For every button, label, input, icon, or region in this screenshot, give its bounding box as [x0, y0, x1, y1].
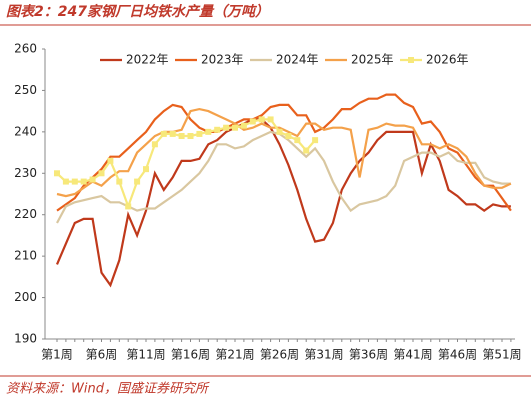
- x-tick-label: 第16周: [171, 348, 210, 362]
- y-tick-label: 250: [14, 83, 37, 97]
- series-line: [56, 93, 512, 212]
- y-tick-label: 260: [14, 42, 37, 56]
- y-tick-label: 190: [14, 332, 37, 346]
- y-tick-label: 220: [14, 207, 37, 221]
- point-marker: [240, 122, 247, 129]
- point-marker: [267, 116, 274, 123]
- point-marker: [223, 124, 230, 131]
- point-marker: [125, 203, 132, 210]
- x-tick-label: 第21周: [215, 348, 254, 362]
- point-marker: [62, 178, 69, 185]
- x-tick-label: 第31周: [304, 348, 343, 362]
- x-tick-label: 第6周: [86, 348, 118, 362]
- point-marker: [294, 137, 301, 144]
- legend-label: 2023年: [201, 53, 244, 67]
- point-marker: [151, 141, 158, 148]
- point-marker: [107, 157, 114, 164]
- y-tick-label: 230: [14, 166, 37, 180]
- point-marker: [187, 133, 194, 139]
- point-marker: [169, 130, 176, 137]
- point-marker: [196, 130, 203, 137]
- point-marker: [89, 176, 96, 183]
- point-marker: [54, 170, 60, 177]
- legend-label: 2026年: [426, 53, 469, 67]
- point-marker: [214, 126, 221, 133]
- point-marker: [232, 124, 238, 131]
- source: 资料来源：Wind，国盛证券研究所: [6, 381, 210, 397]
- point-marker: [116, 178, 123, 185]
- series-line: [55, 118, 511, 288]
- point-marker: [80, 178, 87, 185]
- legend-label: 2024年: [276, 53, 319, 67]
- point-marker: [312, 137, 319, 144]
- point-marker: [71, 178, 78, 185]
- y-tick-label: 240: [14, 124, 37, 138]
- point-marker: [143, 166, 149, 173]
- series-line: [56, 130, 511, 224]
- point-marker: [249, 118, 256, 125]
- legend-label: 2022年: [126, 53, 169, 67]
- y-tick-label: 210: [14, 249, 37, 263]
- point-marker: [276, 128, 283, 135]
- x-tick-label: 第51周: [482, 348, 521, 362]
- x-tick-label: 第46周: [438, 348, 477, 362]
- point-marker: [303, 147, 310, 154]
- point-marker: [98, 170, 105, 177]
- point-marker: [258, 116, 265, 123]
- point-marker: [178, 133, 185, 139]
- x-tick-label: 第1周: [41, 348, 73, 362]
- legend-marker: [408, 57, 414, 63]
- x-tick-label: 第26周: [260, 348, 299, 362]
- x-tick-label: 第41周: [393, 348, 432, 362]
- point-marker: [134, 178, 141, 185]
- point-marker: [285, 133, 292, 139]
- x-tick-label: 第11周: [126, 348, 165, 362]
- point-marker: [160, 130, 167, 137]
- chart-title: 图表2：247家钢厂日均铁水产量（万吨）: [6, 3, 269, 20]
- point-marker: [205, 128, 212, 135]
- y-tick-label: 200: [14, 290, 37, 304]
- x-tick-label: 第36周: [349, 348, 388, 362]
- series-line: [56, 107, 512, 198]
- legend-label: 2025年: [351, 53, 394, 67]
